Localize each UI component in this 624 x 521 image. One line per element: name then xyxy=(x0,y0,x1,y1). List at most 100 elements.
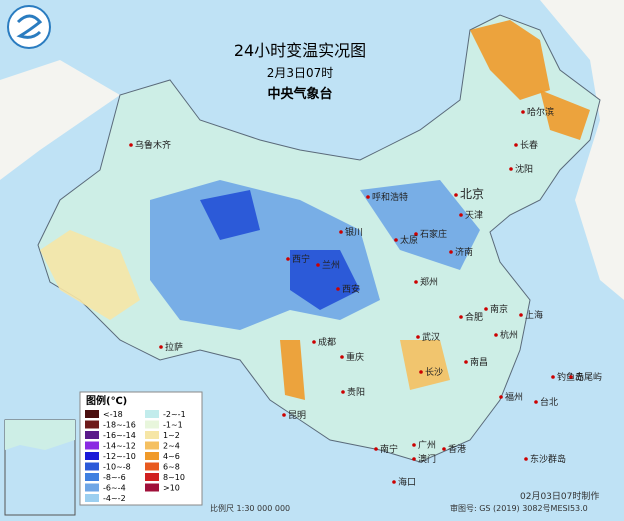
legend-label: 8~10 xyxy=(163,473,185,482)
city-label: 天津 xyxy=(465,210,483,221)
legend-title: 图例(℃) xyxy=(86,394,127,407)
city-dot xyxy=(316,263,320,267)
legend-swatch xyxy=(145,441,159,450)
legend-label: 6~8 xyxy=(163,463,180,472)
city-label: 南宁 xyxy=(380,443,398,455)
legend-swatch xyxy=(85,452,99,460)
agency: 中央气象台 xyxy=(267,86,332,102)
city-dot xyxy=(509,167,513,171)
city-label: 兰州 xyxy=(322,259,340,271)
warm-area xyxy=(470,20,550,100)
city-dot xyxy=(414,232,418,236)
legend-label: 2~4 xyxy=(163,442,180,451)
city-label: 合肥 xyxy=(465,311,483,323)
city-dot xyxy=(414,280,418,284)
legend-swatch xyxy=(145,431,159,439)
city-dot xyxy=(341,390,345,394)
legend-swatch xyxy=(85,420,99,429)
city-dot xyxy=(416,335,420,339)
city-label: 重庆 xyxy=(346,351,364,363)
city-dot xyxy=(494,333,498,337)
city-dot xyxy=(159,345,163,349)
legend-label: -16~-14 xyxy=(103,431,136,440)
legend-label: -8~-6 xyxy=(103,473,126,482)
city-dot xyxy=(569,375,573,379)
city-dot xyxy=(412,457,416,461)
city-label: 香港 xyxy=(448,443,466,455)
city-label: 乌鲁木齐 xyxy=(135,139,171,151)
city-label: 成都 xyxy=(318,336,336,348)
scale: 比例尺 1:30 000 000 xyxy=(210,503,290,513)
warm-area xyxy=(40,230,140,320)
neighbor-land xyxy=(0,60,120,180)
city-dot xyxy=(449,250,453,254)
city-dot xyxy=(499,395,503,399)
title: 24小时变温实况图 xyxy=(234,41,366,60)
legend-swatch xyxy=(85,483,99,492)
city-label: 上海 xyxy=(525,309,543,321)
legend-label: <-18 xyxy=(103,410,123,419)
city-label: 银川 xyxy=(345,226,363,238)
legend-swatch xyxy=(85,431,99,439)
city-dot xyxy=(340,355,344,359)
city-label: 澳门 xyxy=(418,453,436,465)
logo-mark xyxy=(16,14,43,39)
city-dot xyxy=(366,195,370,199)
legend-swatch xyxy=(145,420,159,429)
city-dot xyxy=(521,110,525,114)
city-label: 昆明 xyxy=(288,410,306,421)
legend-label: >10 xyxy=(163,484,180,493)
legend-swatch xyxy=(145,410,159,418)
legend-label: 4~6 xyxy=(163,452,180,461)
logo xyxy=(7,5,51,49)
made-time: 02月03日07时制作 xyxy=(520,490,599,502)
city-dot xyxy=(484,307,488,311)
legend-swatch xyxy=(145,452,159,460)
legend-swatch xyxy=(85,473,99,481)
city-label: 贵阳 xyxy=(347,386,365,398)
city-label: 南京 xyxy=(490,303,508,315)
city-dot xyxy=(419,370,423,374)
city-label: 南昌 xyxy=(470,356,488,368)
city-dot xyxy=(282,413,286,417)
city-label: 海口 xyxy=(398,476,416,488)
city-label: 广州 xyxy=(418,439,436,451)
warm-area xyxy=(280,340,305,400)
city-dot xyxy=(312,340,316,344)
legend-swatch xyxy=(85,410,99,418)
legend-swatch xyxy=(85,494,99,502)
city-label: 杭州 xyxy=(500,329,518,341)
city-dot xyxy=(392,480,396,484)
city-label: 哈尔滨 xyxy=(527,106,554,118)
legend-label: -6~-4 xyxy=(103,484,126,493)
city-dot xyxy=(464,360,468,364)
city-dot xyxy=(394,238,398,242)
time: 2月3日07时 xyxy=(267,66,334,80)
cold-core xyxy=(200,190,260,240)
city-dot xyxy=(519,313,523,317)
city-label: 赤尾屿 xyxy=(575,372,602,383)
legend-swatch xyxy=(85,441,99,450)
city-label: 东沙群岛 xyxy=(530,453,566,465)
city-label: 呼和浩特 xyxy=(372,191,408,203)
city-dot xyxy=(286,257,290,261)
city-label: 济南 xyxy=(455,246,473,258)
legend-label: -18~-16 xyxy=(103,421,136,430)
city-dot xyxy=(339,230,343,234)
cold-area xyxy=(360,180,480,270)
city-label: 长沙 xyxy=(425,366,443,378)
city-dot xyxy=(129,143,133,147)
cold-core xyxy=(290,250,360,310)
city-label: 西安 xyxy=(342,283,360,295)
legend-label: -12~-10 xyxy=(103,452,136,461)
city-label: 台北 xyxy=(540,396,558,408)
legend-label: -14~-12 xyxy=(103,442,136,451)
inset-land xyxy=(5,420,75,450)
legend-swatch xyxy=(145,483,159,492)
legend-label: 1~2 xyxy=(163,431,180,440)
city-label: 拉萨 xyxy=(165,341,183,353)
city-label: 太原 xyxy=(400,234,418,246)
legend-label: -2~-1 xyxy=(163,410,186,419)
